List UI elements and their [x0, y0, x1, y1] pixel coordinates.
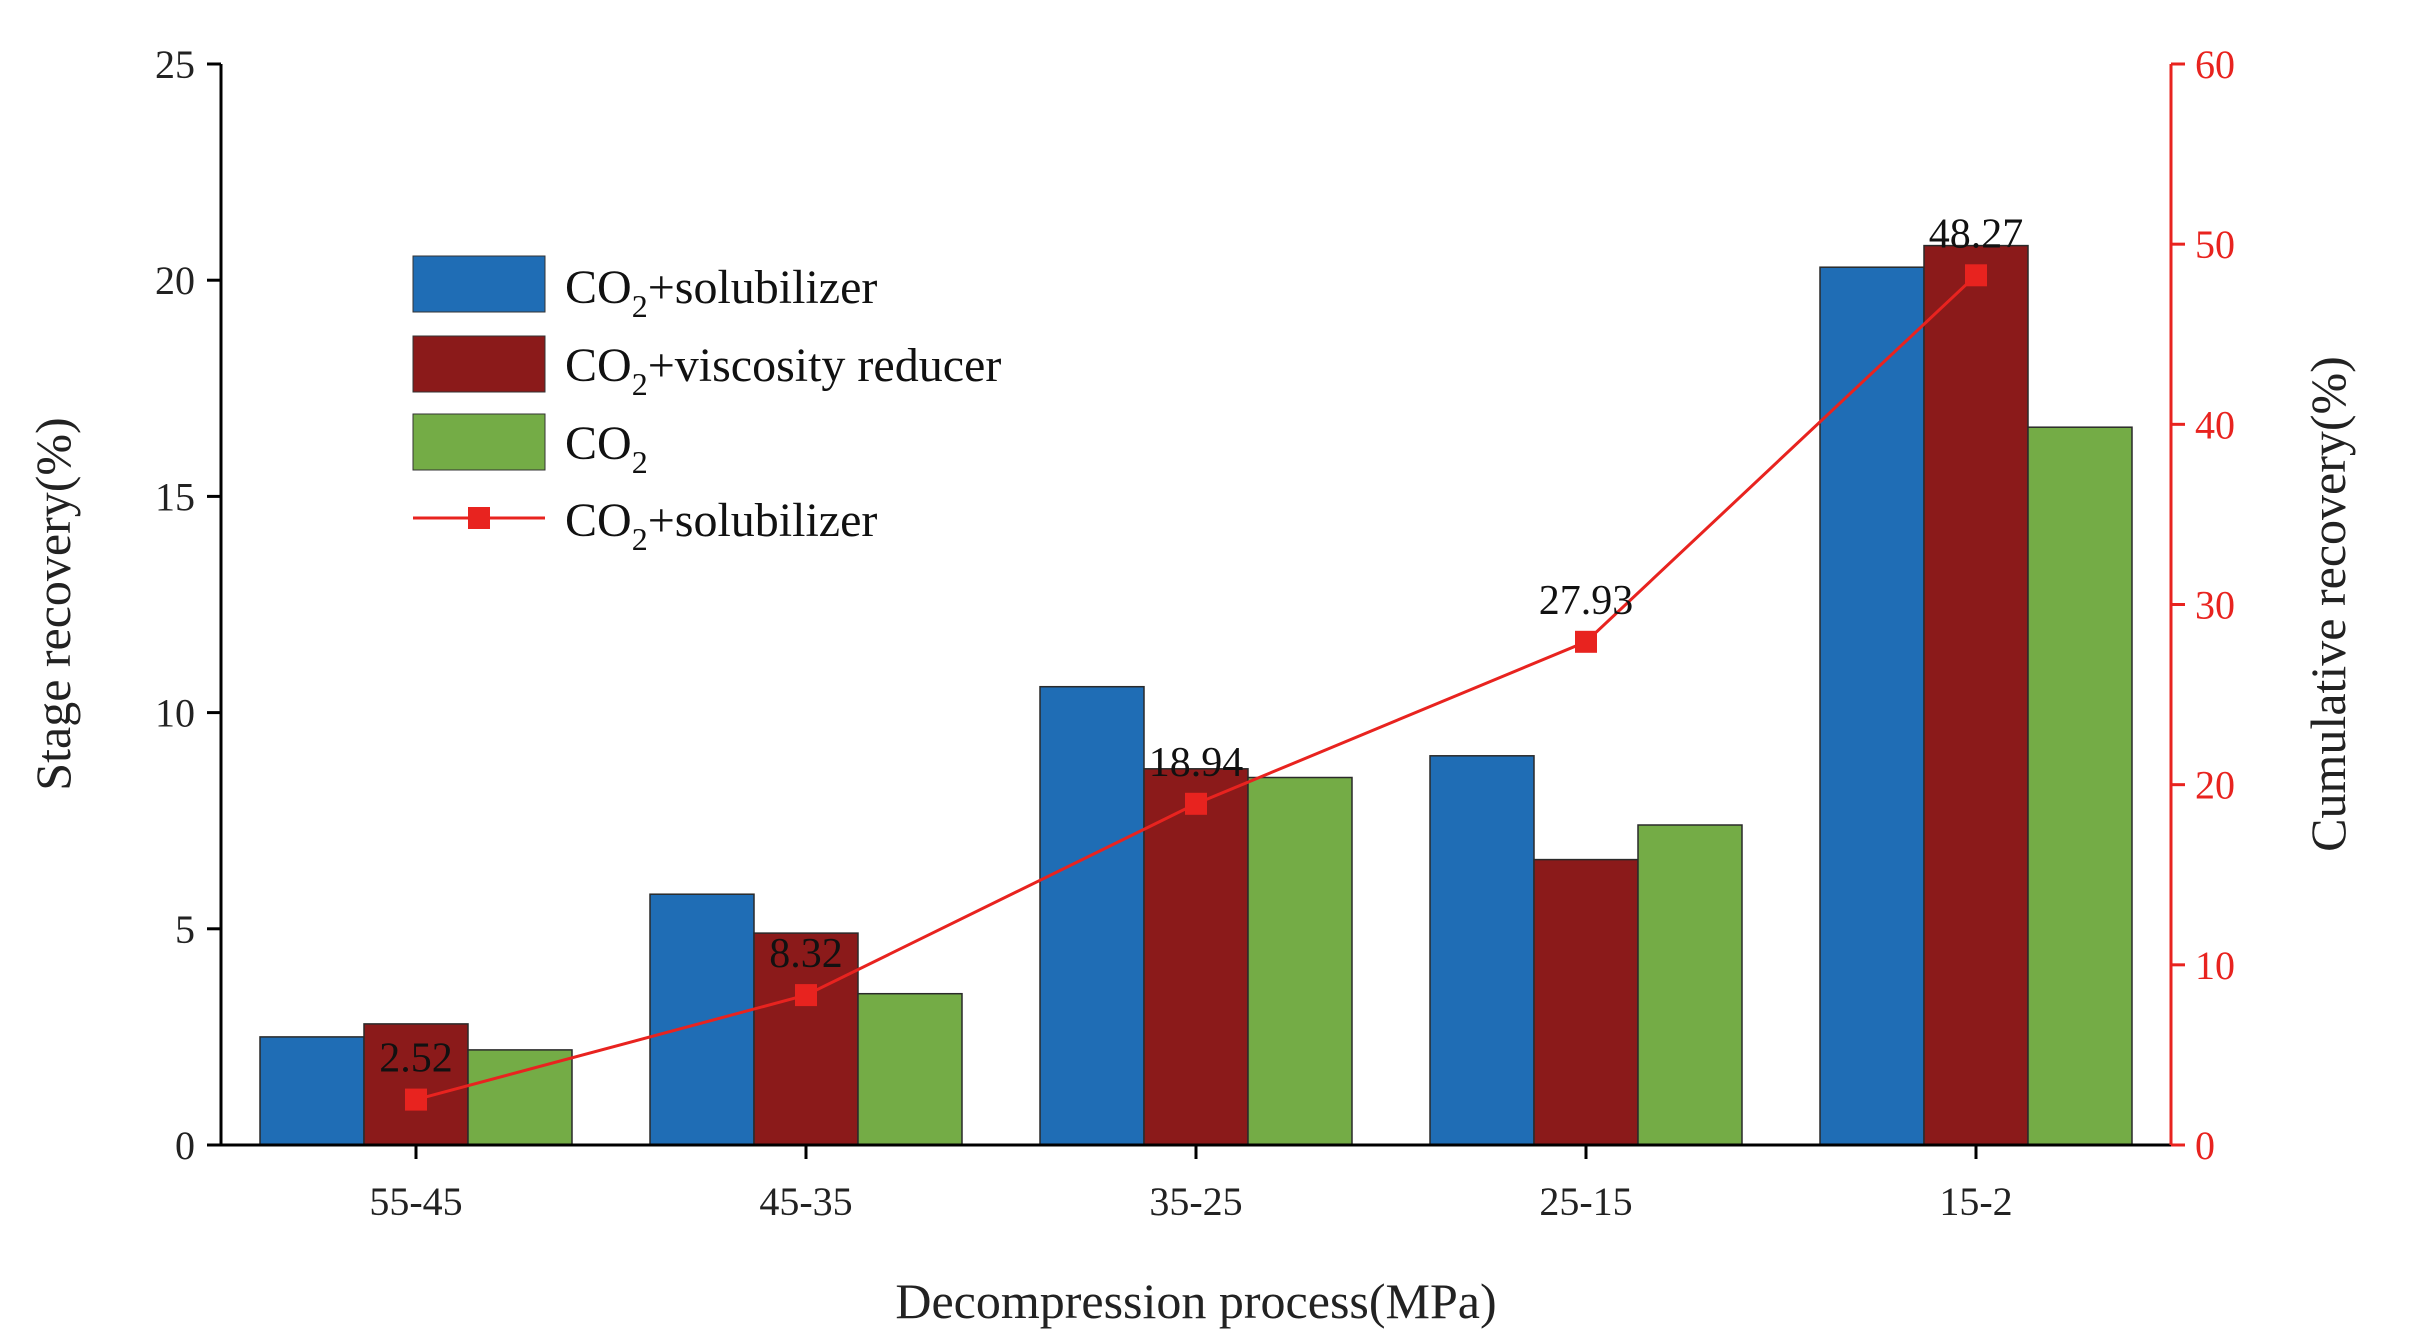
x-tick-label-25-15: 25-15 [1539, 1179, 1632, 1224]
legend-label-solubilizer-base: CO [565, 261, 632, 314]
legend-swatch-co2 [412, 413, 546, 471]
legend: CO2+solubilizer CO2+viscosity reducer CO… [412, 255, 1001, 557]
legend-label-line-rest: +solubilizer [648, 494, 878, 547]
line-marker-25-15 [1575, 630, 1597, 653]
bar-series0-45-35 [649, 893, 755, 1146]
x-tick-label-35-25: 35-25 [1149, 1179, 1242, 1224]
x-axis-title: Decompression process(MPa) [895, 1273, 1496, 1329]
left-axis-ticks: 0 5 10 15 20 25 [155, 42, 221, 1168]
line-series-group [405, 264, 1987, 1111]
left-tick-label-20: 20 [155, 258, 195, 303]
line-data-label-25-15: 27.93 [1539, 578, 1634, 624]
legend-label-line-solubilizer: CO2+solubilizer [565, 494, 877, 557]
bar-series1-35-25 [1143, 768, 1249, 1146]
legend-label-viscosity-reducer-sub: 2 [632, 366, 648, 402]
legend-label-solubilizer: CO2+solubilizer [565, 261, 877, 324]
bar-series2-35-25 [1247, 776, 1353, 1146]
bar-series2-25-15 [1637, 824, 1743, 1146]
line-data-label-35-25: 18.94 [1149, 740, 1244, 786]
bar-series1-15-2 [1923, 244, 2029, 1146]
left-tick-label-0: 0 [175, 1123, 195, 1168]
bar-series2-55-45 [467, 1049, 573, 1146]
x-tick-label-45-35: 45-35 [759, 1179, 852, 1224]
line-data-label-45-35: 8.32 [769, 931, 843, 977]
bar-series2-45-35 [857, 992, 963, 1146]
bar-series1-45-35 [753, 932, 859, 1146]
legend-label-solubilizer-rest: +solubilizer [648, 261, 878, 314]
bar-series0-35-25 [1039, 685, 1145, 1146]
legend-label-solubilizer-sub: 2 [632, 288, 648, 324]
line-marker-45-35 [795, 984, 817, 1007]
right-tick-label-50: 50 [2195, 222, 2235, 267]
right-tick-label-40: 40 [2195, 402, 2235, 447]
bars-group [259, 244, 2133, 1146]
legend-label-viscosity-reducer-base: CO [565, 339, 632, 392]
right-axis-ticks: 0 10 20 30 40 50 60 [2171, 42, 2235, 1168]
legend-line-marker [468, 507, 490, 529]
line-marker-35-25 [1185, 792, 1207, 815]
legend-label-co2-base: CO [565, 417, 632, 470]
legend-swatch-solubilizer [412, 255, 546, 313]
legend-label-co2-sub: 2 [632, 444, 648, 480]
legend-swatch-viscosity-reducer [412, 335, 546, 393]
legend-label-viscosity-reducer-rest: +viscosity reducer [648, 339, 1002, 392]
bar-series0-25-15 [1429, 755, 1535, 1146]
left-tick-label-25: 25 [155, 42, 195, 87]
left-tick-label-15: 15 [155, 474, 195, 519]
left-tick-label-10: 10 [155, 691, 195, 736]
right-tick-label-0: 0 [2195, 1123, 2215, 1168]
legend-label-viscosity-reducer: CO2+viscosity reducer [565, 339, 1001, 402]
line-data-label-15-2: 48.27 [1929, 211, 2024, 257]
bar-series1-25-15 [1533, 858, 1639, 1146]
bar-series0-15-2 [1819, 266, 1925, 1146]
x-axis-ticks: 55-45 45-35 35-25 25-15 15-2 [369, 1145, 2013, 1224]
data-labels-group: 2.52 8.32 18.94 27.93 48.27 [379, 211, 2023, 1081]
right-tick-label-10: 10 [2195, 943, 2235, 988]
y-axis-title: Stage recovery(%) [25, 417, 81, 790]
right-tick-label-60: 60 [2195, 42, 2235, 87]
bar-series0-55-45 [259, 1036, 365, 1146]
bar-series2-15-2 [2027, 426, 2133, 1146]
line-data-label-55-45: 2.52 [379, 1036, 453, 1082]
legend-label-line-sub: 2 [632, 521, 648, 557]
legend-label-co2: CO2 [565, 417, 648, 480]
y-axis-right-title: Cumulative recovery(%) [2300, 356, 2356, 852]
right-tick-label-30: 30 [2195, 583, 2235, 628]
right-tick-label-20: 20 [2195, 763, 2235, 808]
line-marker-15-2 [1965, 264, 1987, 287]
legend-label-line-base: CO [565, 494, 632, 547]
x-tick-label-15-2: 15-2 [1939, 1179, 2012, 1224]
x-tick-label-55-45: 55-45 [369, 1179, 462, 1224]
line-marker-55-45 [405, 1088, 427, 1111]
left-tick-label-5: 5 [175, 907, 195, 952]
